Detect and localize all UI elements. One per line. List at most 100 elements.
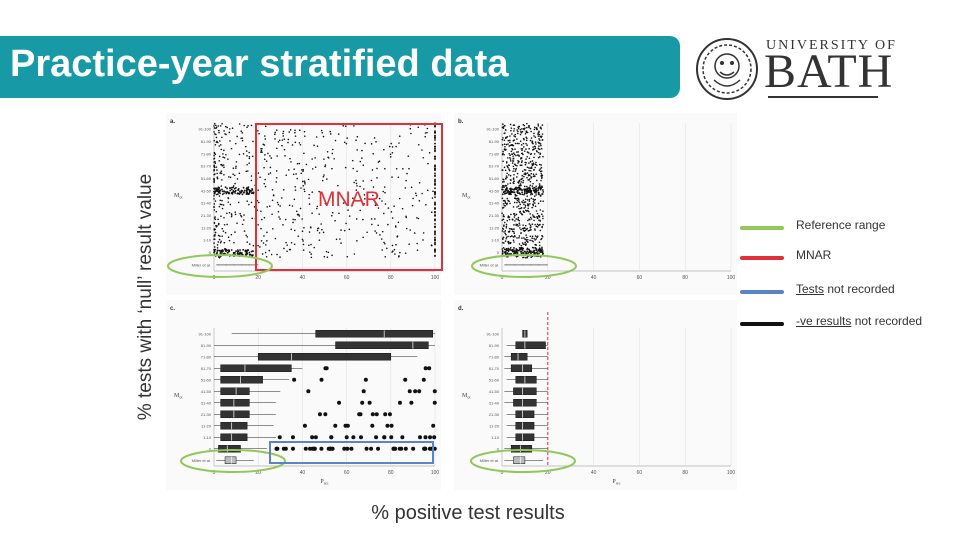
data-point: [227, 250, 230, 253]
data-point: [268, 249, 271, 252]
data-point: [228, 254, 231, 257]
data-point: [274, 237, 277, 240]
data-point: [383, 148, 385, 151]
data-point: [538, 163, 541, 166]
data-point: [331, 211, 334, 214]
data-point: [323, 174, 325, 176]
data-point: [231, 127, 234, 130]
data-point: [314, 157, 316, 159]
data-point: [362, 164, 365, 166]
data-point: [534, 188, 537, 191]
data-point: [540, 147, 543, 150]
x-tick-label: 0: [501, 275, 504, 281]
data-point: [398, 142, 400, 144]
data-point: [503, 186, 505, 189]
data-point: [517, 162, 519, 164]
data-point: [304, 183, 306, 185]
data-point: [230, 233, 233, 236]
outlier-point: [363, 377, 368, 382]
y-tick-label: 41-50: [489, 389, 500, 394]
data-point: [521, 128, 523, 130]
data-point: [524, 224, 527, 227]
data-point: [221, 207, 224, 210]
data-point: [511, 188, 514, 191]
data-point: [381, 200, 383, 202]
data-point: [526, 199, 529, 201]
data-point: [256, 199, 259, 202]
data-point: [532, 173, 535, 176]
data-point: [224, 125, 227, 128]
data-point: [405, 179, 407, 182]
data-point: [318, 239, 321, 241]
box: [257, 353, 392, 361]
data-point: [264, 178, 266, 181]
legend-swatch: [740, 256, 784, 260]
y-tick-label: 31-40: [489, 400, 500, 405]
data-point: [278, 216, 280, 218]
data-point: [229, 203, 232, 206]
x-tick-label: 60: [637, 470, 643, 476]
y-tick-label: Miller et al.: [480, 458, 499, 463]
data-point: [325, 250, 328, 253]
bath-crest-icon: [696, 38, 758, 100]
data-point: [534, 141, 537, 143]
box: [515, 376, 537, 384]
data-point: [535, 192, 537, 194]
data-point: [246, 241, 249, 243]
data-point: [528, 200, 531, 202]
outlier-point: [427, 366, 432, 371]
data-point: [535, 249, 538, 252]
data-point: [532, 182, 534, 185]
data-point: [539, 153, 541, 155]
data-point: [541, 185, 543, 187]
data-point: [288, 131, 291, 133]
data-point: [532, 169, 535, 171]
data-point: [532, 198, 535, 200]
data-point: [417, 126, 420, 129]
data-point: [308, 193, 311, 196]
data-point: [241, 139, 244, 142]
data-point: [381, 249, 384, 251]
data-point: [520, 164, 523, 166]
box: [513, 456, 526, 464]
outlier-point: [344, 435, 349, 440]
data-point: [213, 165, 216, 167]
data-point: [512, 228, 514, 230]
data-point: [258, 132, 260, 135]
data-point: [532, 148, 535, 151]
data-point: [505, 162, 508, 164]
data-point: [538, 142, 541, 144]
data-point: [521, 193, 524, 196]
data-point: [248, 157, 251, 160]
data-point: [240, 137, 242, 140]
outlier-point: [407, 389, 412, 394]
data-point: [213, 246, 216, 248]
x-tick-label: 0: [501, 470, 504, 476]
outlier-point: [327, 446, 332, 451]
data-point: [538, 215, 541, 217]
data-point: [526, 122, 528, 125]
data-point: [517, 216, 520, 219]
data-point: [513, 191, 516, 194]
data-point: [503, 184, 505, 187]
y-tick-label: 71-80: [489, 354, 500, 359]
data-point: [536, 251, 538, 254]
data-point: [217, 191, 220, 194]
y-tick-label: 0: [497, 250, 500, 255]
data-point: [538, 249, 541, 252]
data-point: [219, 199, 222, 202]
data-point: [533, 251, 536, 254]
data-point: [234, 142, 237, 145]
data-point: [223, 173, 225, 176]
x-tick-label: 60: [637, 275, 643, 281]
data-point: [225, 153, 227, 156]
data-point: [310, 243, 312, 246]
data-point: [232, 189, 235, 192]
data-point: [533, 132, 535, 135]
data-point: [537, 135, 540, 137]
y-tick-label: 21-30: [201, 412, 212, 417]
data-point: [262, 242, 265, 244]
data-point: [221, 164, 224, 167]
data-point: [279, 205, 281, 207]
data-point: [391, 176, 393, 178]
